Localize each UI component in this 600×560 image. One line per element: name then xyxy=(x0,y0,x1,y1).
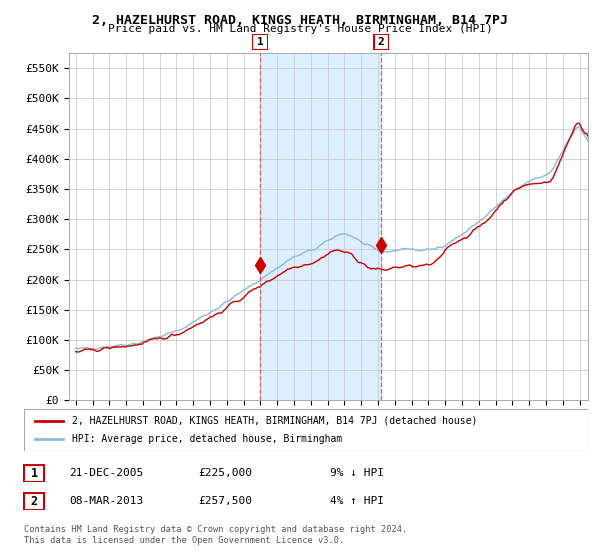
Text: 2, HAZELHURST ROAD, KINGS HEATH, BIRMINGHAM, B14 7PJ (detached house): 2, HAZELHURST ROAD, KINGS HEATH, BIRMING… xyxy=(72,416,478,426)
Text: 1: 1 xyxy=(31,466,38,480)
Bar xyxy=(260,53,381,400)
Text: HPI: Average price, detached house, Birmingham: HPI: Average price, detached house, Birm… xyxy=(72,434,342,444)
FancyBboxPatch shape xyxy=(24,409,588,451)
Text: £257,500: £257,500 xyxy=(198,496,252,506)
FancyBboxPatch shape xyxy=(374,35,389,50)
Text: 1: 1 xyxy=(257,37,263,47)
Text: 2, HAZELHURST ROAD, KINGS HEATH, BIRMINGHAM, B14 7PJ: 2, HAZELHURST ROAD, KINGS HEATH, BIRMING… xyxy=(92,14,508,27)
FancyBboxPatch shape xyxy=(24,493,44,510)
Text: 4% ↑ HPI: 4% ↑ HPI xyxy=(330,496,384,506)
Text: £225,000: £225,000 xyxy=(198,468,252,478)
FancyBboxPatch shape xyxy=(24,465,44,482)
Text: 2: 2 xyxy=(31,494,38,508)
Text: 2: 2 xyxy=(377,37,385,47)
Text: 9% ↓ HPI: 9% ↓ HPI xyxy=(330,468,384,478)
FancyBboxPatch shape xyxy=(253,35,268,50)
Text: Price paid vs. HM Land Registry's House Price Index (HPI): Price paid vs. HM Land Registry's House … xyxy=(107,24,493,34)
Text: 21-DEC-2005: 21-DEC-2005 xyxy=(69,468,143,478)
Text: 08-MAR-2013: 08-MAR-2013 xyxy=(69,496,143,506)
Text: Contains HM Land Registry data © Crown copyright and database right 2024.
This d: Contains HM Land Registry data © Crown c… xyxy=(24,525,407,545)
